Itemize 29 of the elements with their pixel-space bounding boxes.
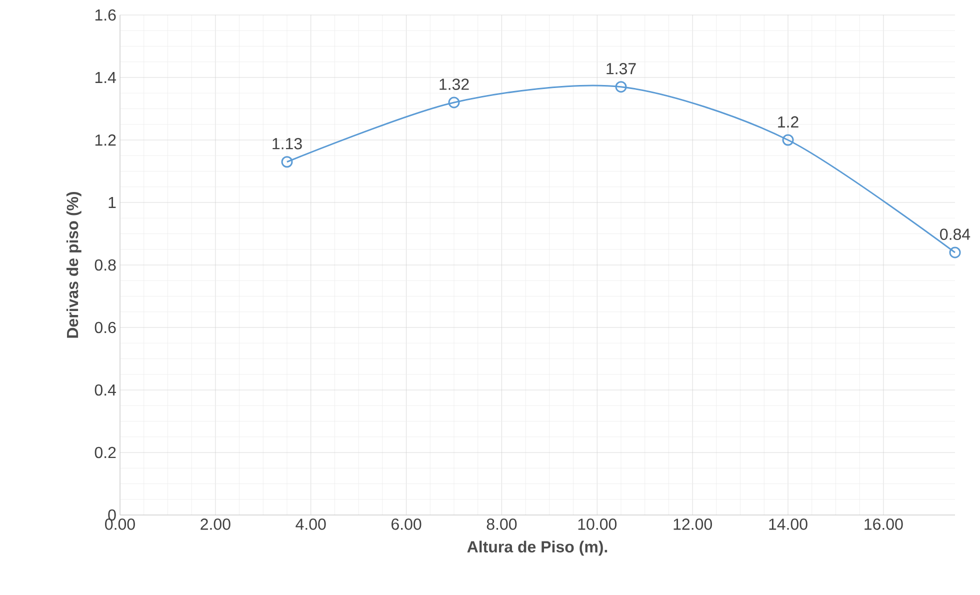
x-axis-title: Altura de Piso (m). — [467, 540, 608, 556]
y-tick-label: 1.6 — [95, 9, 116, 21]
data-label: 1.37 — [606, 63, 636, 74]
x-tick-label: 16.00 — [864, 518, 903, 530]
y-tick-label: 1.4 — [95, 72, 116, 83]
point — [281, 156, 293, 168]
point — [949, 246, 961, 258]
y-tick-label: 0.8 — [94, 259, 116, 271]
y-tick-label: 1.2 — [95, 134, 116, 146]
x-tick-label: 6.00 — [392, 518, 422, 530]
point — [615, 81, 627, 93]
x-tick-label: 14.00 — [769, 518, 808, 530]
data-label: 1.13 — [272, 138, 302, 150]
y-tick-label: 0.6 — [94, 322, 116, 334]
y-tick-label: 1 — [108, 196, 116, 208]
x-tick-label: 0.00 — [105, 518, 135, 530]
y-tick-label: 0.4 — [94, 384, 116, 396]
data-label: 1.2 — [778, 116, 798, 128]
x-tick-label: 12.00 — [674, 518, 712, 530]
x-tick-label: 4.00 — [296, 518, 326, 530]
point — [448, 96, 460, 108]
data-label: 1.32 — [440, 78, 469, 90]
data-label: 0.84 — [940, 228, 970, 240]
point — [782, 134, 794, 146]
y-tick-label: 0.2 — [94, 446, 116, 458]
y-axis-title: Derivas de piso (%) — [66, 192, 82, 338]
x-tick-label: 8.00 — [486, 518, 517, 530]
x-tick-label: 2.00 — [200, 518, 230, 530]
x-tick-label: 10.00 — [578, 518, 617, 530]
